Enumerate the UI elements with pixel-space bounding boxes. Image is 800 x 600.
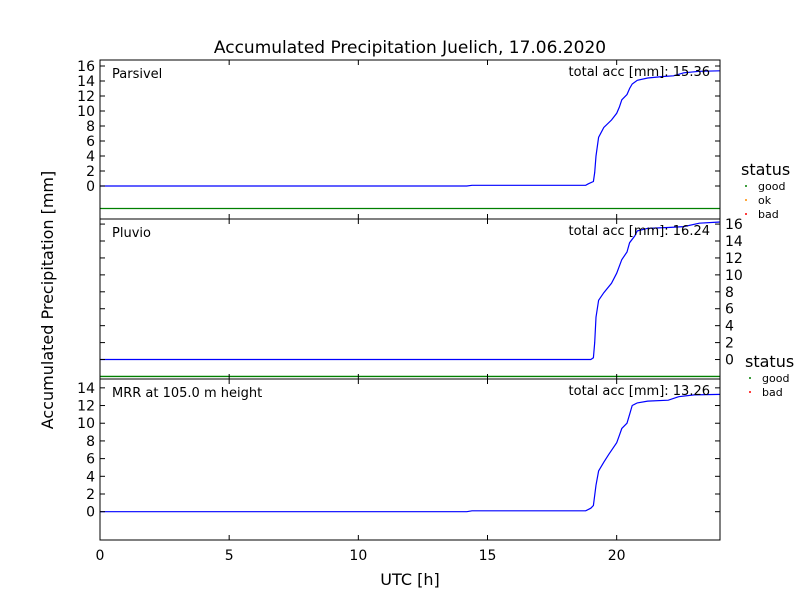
- y-tick-label: 4: [86, 149, 95, 165]
- y-tick-label: 14: [725, 234, 743, 250]
- legend-marker-ok: [745, 199, 747, 201]
- y-tick-label: 12: [77, 399, 95, 415]
- y-tick-label: 0: [86, 505, 95, 521]
- y-tick-label: 10: [77, 104, 95, 120]
- x-tick-label: 15: [479, 548, 497, 564]
- x-tick-label: 0: [96, 548, 105, 564]
- panel-frame: [99, 378, 721, 541]
- legend-entry-ok: ok: [758, 194, 772, 207]
- y-tick-label: 2: [725, 336, 734, 352]
- series-line-0: [100, 221, 721, 361]
- panel-label: MRR at 105.0 m height: [112, 386, 262, 401]
- x-tick-label: 10: [349, 548, 367, 564]
- x-tick-label: 20: [608, 548, 626, 564]
- series-line-0: [100, 393, 721, 513]
- y-tick-label: 12: [77, 89, 95, 105]
- panel-frame: [99, 218, 721, 380]
- y-tick-label: 6: [725, 302, 734, 318]
- y-tick-label: 6: [86, 452, 95, 468]
- x-axis-label: UTC [h]: [380, 570, 439, 589]
- y-tick-label: 8: [725, 285, 734, 301]
- panel-label: Pluvio: [112, 226, 151, 241]
- y-tick-label: 10: [725, 268, 743, 284]
- y-tick-label: 0: [86, 179, 95, 195]
- y-tick-label: 4: [86, 469, 95, 485]
- legend-entry-good: good: [762, 372, 789, 385]
- y-axis-label: Accumulated Precipitation [mm]: [38, 171, 57, 429]
- legend-title: status: [741, 160, 790, 179]
- y-tick-label: 14: [77, 74, 95, 90]
- legend-entry-bad: bad: [762, 386, 783, 399]
- y-tick-label: 16: [725, 217, 743, 233]
- legend-marker-bad: [745, 213, 747, 215]
- y-tick-label: 2: [86, 164, 95, 180]
- panel-frame: [99, 59, 721, 220]
- y-tick-label: 16: [77, 59, 95, 75]
- total-acc-label: total acc [mm]: 15.36: [569, 65, 710, 80]
- series-line-0: [100, 70, 721, 187]
- y-tick-label: 12: [725, 251, 743, 267]
- y-tick-label: 14: [77, 381, 95, 397]
- chart-title: Accumulated Precipitation Juelich, 17.06…: [214, 38, 606, 58]
- legend-entry-bad: bad: [758, 208, 779, 221]
- legend-marker-good: [745, 185, 747, 187]
- y-tick-label: 8: [86, 434, 95, 450]
- y-tick-label: 10: [77, 416, 95, 432]
- legend-title: status: [745, 352, 794, 371]
- y-tick-label: 0: [725, 353, 734, 369]
- y-tick-label: 4: [725, 319, 734, 335]
- x-tick-label: 5: [225, 548, 234, 564]
- legend-marker-good: [749, 377, 751, 379]
- panel-label: Parsivel: [112, 67, 162, 82]
- total-acc-label: total acc [mm]: 16.24: [569, 224, 710, 239]
- legend-marker-bad: [749, 391, 751, 393]
- legend-entry-good: good: [758, 180, 785, 193]
- y-tick-label: 2: [86, 487, 95, 503]
- total-acc-label: total acc [mm]: 13.26: [569, 384, 710, 399]
- y-tick-label: 8: [86, 119, 95, 135]
- y-tick-label: 6: [86, 134, 95, 150]
